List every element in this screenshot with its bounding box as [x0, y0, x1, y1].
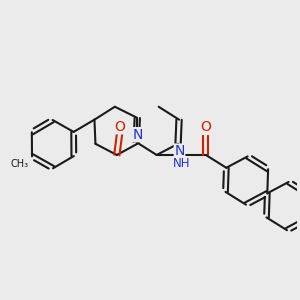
Text: NH: NH [173, 157, 190, 170]
Text: N: N [174, 144, 185, 158]
Text: CH₃: CH₃ [10, 159, 28, 169]
Text: O: O [114, 120, 125, 134]
Text: N: N [133, 128, 143, 142]
Text: O: O [200, 120, 211, 134]
